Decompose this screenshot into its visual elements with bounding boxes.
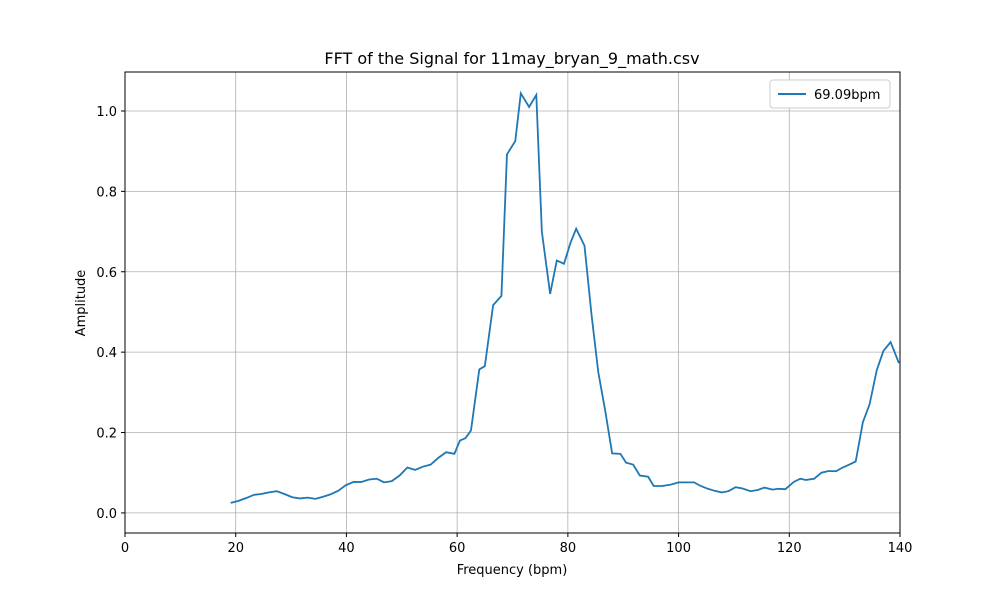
legend-label: 69.09bpm [814, 88, 880, 103]
legend-box [769, 79, 891, 109]
plot-frame [124, 71, 901, 534]
x-tick-label: 60 [449, 541, 466, 556]
y-tick-label: 0.8 [96, 185, 117, 200]
x-axis-label: Frequency (bpm) [457, 563, 568, 578]
x-tick-label: 0 [121, 541, 129, 556]
y-tick-label: 1.0 [96, 105, 117, 120]
y-tick-label: 0.6 [96, 266, 117, 281]
y-tick-label: 0.2 [96, 427, 117, 442]
x-tick-label: 140 [888, 541, 913, 556]
y-tick-label: 0.4 [96, 346, 117, 361]
x-tick-label: 100 [666, 541, 691, 556]
x-tick-label: 40 [338, 541, 355, 556]
x-tick-label: 120 [777, 541, 802, 556]
line-series [230, 90, 900, 504]
chart-title: FFT of the Signal for 11may_bryan_9_math… [324, 49, 699, 69]
x-tick-label: 20 [227, 541, 244, 556]
y-tick-label: 0.0 [96, 507, 117, 522]
y-axis-label: Amplitude [74, 270, 89, 337]
x-tick-label: 80 [560, 541, 577, 556]
